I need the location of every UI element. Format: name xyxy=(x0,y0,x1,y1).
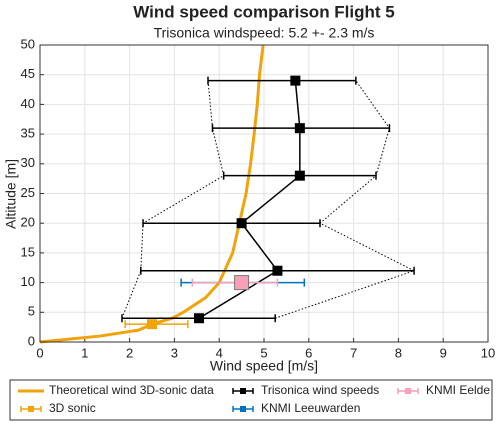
y-tick-label: 5 xyxy=(28,304,35,319)
marker xyxy=(294,123,305,134)
y-tick-label: 50 xyxy=(21,36,35,51)
legend-swatch xyxy=(405,388,411,394)
legend xyxy=(9,379,493,421)
y-tick-label: 30 xyxy=(21,155,35,170)
legend-label: Trisonica wind speeds xyxy=(261,383,379,397)
y-tick-label: 45 xyxy=(21,66,35,81)
profile-line xyxy=(39,44,265,344)
legend-label: KNMI Leeuwarden xyxy=(261,401,360,415)
legend-label: 3D sonic xyxy=(49,401,96,415)
legend-entries: Theoretical wind 3D-sonic data 3D sonic Tr… xyxy=(18,383,490,415)
legend-swatch xyxy=(240,406,246,412)
x-tick-label: 8 xyxy=(395,345,402,360)
y-tick-label: 25 xyxy=(21,185,35,200)
plot-area xyxy=(39,44,416,344)
plot-frame xyxy=(39,44,489,343)
x-axis-label: Wind speed [m/s] xyxy=(210,358,318,374)
x-tick-label: 0 xyxy=(36,345,43,360)
y-tick-label: 10 xyxy=(21,274,35,289)
connect-line xyxy=(198,80,301,319)
chart-title: Wind speed comparison Flight 5 xyxy=(133,2,394,21)
x-tick-label: 7 xyxy=(350,345,357,360)
x-tick-label: 10 xyxy=(481,345,495,360)
marker xyxy=(272,265,283,276)
legend-label: KNMI Eelde xyxy=(426,383,490,397)
y-tick-label: 35 xyxy=(21,126,35,141)
x-tick-label: 5 xyxy=(260,345,267,360)
chart-subtitle: Trisonica windspeed: 5.2 +- 2.3 m/s xyxy=(154,25,375,41)
x-tick-label: 3 xyxy=(171,345,178,360)
x-tick-label: 2 xyxy=(126,345,133,360)
x-tick-label: 9 xyxy=(440,345,447,360)
marker xyxy=(234,275,250,291)
y-tick-label: 15 xyxy=(21,244,35,259)
marker xyxy=(194,313,205,324)
marker xyxy=(290,75,301,86)
x-tick-label: 4 xyxy=(216,345,223,360)
marker xyxy=(294,170,305,181)
y-tick-label: 20 xyxy=(21,215,35,230)
legend-label: Theoretical wind 3D-sonic data xyxy=(49,383,214,397)
y-axis-label: Altitude [m] xyxy=(3,159,19,229)
y-tick-label: 40 xyxy=(21,96,35,111)
marker xyxy=(236,218,247,229)
legend-swatch xyxy=(240,388,246,394)
legend-swatch xyxy=(28,406,34,412)
envelope-line xyxy=(121,80,225,319)
y-tick-label: 0 xyxy=(28,333,35,348)
x-tick-label: 1 xyxy=(81,345,88,360)
x-tick-label: 6 xyxy=(305,345,312,360)
marker xyxy=(147,319,157,330)
